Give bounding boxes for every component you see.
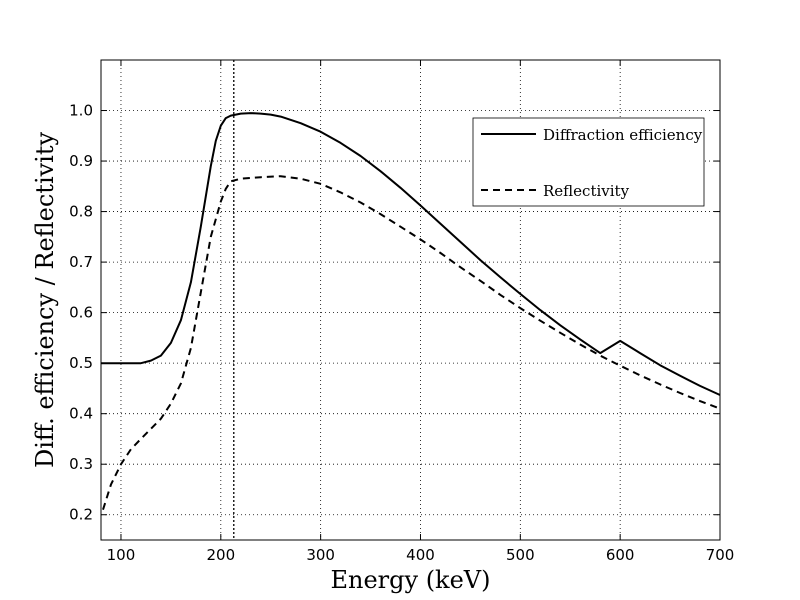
legend-box [472,117,705,207]
y-axis-label: Diff. efficiency / Reflectivity [31,132,59,469]
legend: Diffraction efficiency Reflectivity [472,117,705,207]
x-tick-label: 600 [606,546,635,564]
legend-label-reflectivity: Reflectivity [543,182,630,200]
y-tick-label: 0.4 [69,405,93,423]
x-tick-label: 200 [206,546,235,564]
x-tick-label: 100 [107,546,136,564]
series-group [101,112,721,511]
y-tick-label: 0.5 [69,354,93,372]
x-axis-label: Energy (keV) [330,566,490,594]
series-line-reflectivity [102,175,721,511]
series-line-diffraction-efficiency [101,112,721,396]
plot-frame [100,59,721,541]
y-tick-label: 0.9 [69,152,93,170]
x-tick-label: 300 [306,546,335,564]
y-tick-label: 0.6 [69,304,93,322]
y-tick-label: 0.7 [69,253,93,271]
x-tick-label: 500 [506,546,535,564]
x-tick-label: 700 [706,546,735,564]
y-tick-label: 0.3 [69,455,93,473]
x-tick-label: 400 [406,546,435,564]
y-tick-label: 0.2 [69,506,93,524]
legend-label-diffraction-efficiency: Diffraction efficiency [543,126,703,144]
ticks: 100 200 300 400 500 600 700 0.2 0.3 0.4 0.5 0.6 0.7 0… [69,60,734,564]
y-tick-label: 0.8 [69,203,93,221]
y-tick-label: 1.0 [69,102,93,120]
